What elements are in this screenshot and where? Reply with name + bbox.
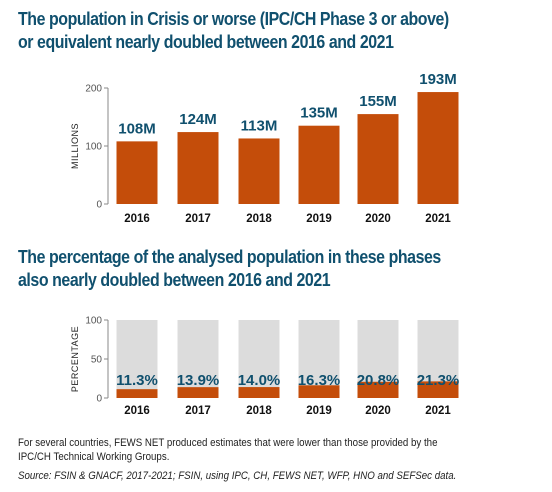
bar-background bbox=[238, 320, 280, 398]
footnote-line-1: For several countries, FEWS NET produced… bbox=[18, 437, 438, 449]
bar bbox=[238, 138, 280, 204]
data-label: 193M bbox=[419, 71, 457, 88]
data-label: 14.0% bbox=[238, 372, 281, 389]
bar bbox=[417, 92, 459, 204]
population-bar-chart: 0 100 200 MILLIONS 108M 2016 124M 2017 113M 2018 1… bbox=[70, 71, 459, 225]
y-axis-label: PERCENTAGE bbox=[70, 326, 80, 392]
x-tick-label: 2018 bbox=[246, 213, 272, 225]
bar bbox=[298, 125, 340, 204]
chart-1-title: The population in Crisis or worse (IPC/C… bbox=[18, 8, 449, 52]
y-tick-label: 50 bbox=[91, 355, 103, 366]
bar bbox=[177, 387, 219, 398]
x-tick-label: 2019 bbox=[306, 405, 332, 417]
x-tick-label: 2016 bbox=[124, 213, 150, 225]
y-tick-label: 100 bbox=[85, 142, 102, 153]
bar bbox=[238, 387, 280, 398]
data-label: 135M bbox=[300, 105, 338, 122]
x-tick-label: 2021 bbox=[425, 213, 451, 225]
chart-2-title: The percentage of the analysed populatio… bbox=[18, 246, 441, 290]
percentage-bar-chart: 0 50 100 PERCENTAGE 11.3% 2016 13.9% 2017 14.0% 2… bbox=[70, 316, 460, 418]
source-note: Source: FSIN & GNACF, 2017-2021; FSIN, u… bbox=[18, 470, 457, 482]
bar-background bbox=[298, 320, 340, 398]
footnote-line-2: IPC/CH Technical Working Groups. bbox=[18, 451, 170, 463]
data-label: 16.3% bbox=[298, 372, 341, 389]
x-tick-label: 2017 bbox=[185, 213, 211, 225]
data-label: 13.9% bbox=[177, 372, 220, 389]
x-tick-label: 2017 bbox=[185, 405, 211, 417]
x-tick-label: 2019 bbox=[306, 213, 332, 225]
data-label: 108M bbox=[118, 120, 156, 137]
y-tick-label: 0 bbox=[96, 200, 102, 211]
bar bbox=[116, 389, 158, 398]
data-label: 21.3% bbox=[417, 372, 460, 389]
x-tick-label: 2016 bbox=[124, 405, 150, 417]
y-tick-label: 100 bbox=[85, 316, 102, 327]
bar bbox=[417, 381, 459, 398]
bar bbox=[357, 114, 399, 204]
y-axis-label: MILLIONS bbox=[70, 123, 80, 169]
bar bbox=[298, 385, 340, 398]
x-tick-label: 2018 bbox=[246, 405, 272, 417]
bar bbox=[116, 141, 158, 204]
y-tick-label: 200 bbox=[85, 84, 102, 95]
data-label: 124M bbox=[179, 111, 217, 128]
y-tick-label: 0 bbox=[96, 394, 102, 405]
x-tick-label: 2021 bbox=[425, 405, 451, 417]
data-label: 11.3% bbox=[116, 372, 158, 389]
bar bbox=[357, 381, 399, 398]
x-tick-label: 2020 bbox=[365, 405, 391, 417]
data-label: 20.8% bbox=[357, 372, 400, 389]
bar-background bbox=[177, 320, 219, 398]
bar-background bbox=[116, 320, 158, 398]
data-label: 155M bbox=[359, 93, 397, 110]
x-tick-label: 2020 bbox=[365, 213, 391, 225]
data-label: 113M bbox=[241, 117, 278, 134]
bar bbox=[177, 132, 219, 204]
